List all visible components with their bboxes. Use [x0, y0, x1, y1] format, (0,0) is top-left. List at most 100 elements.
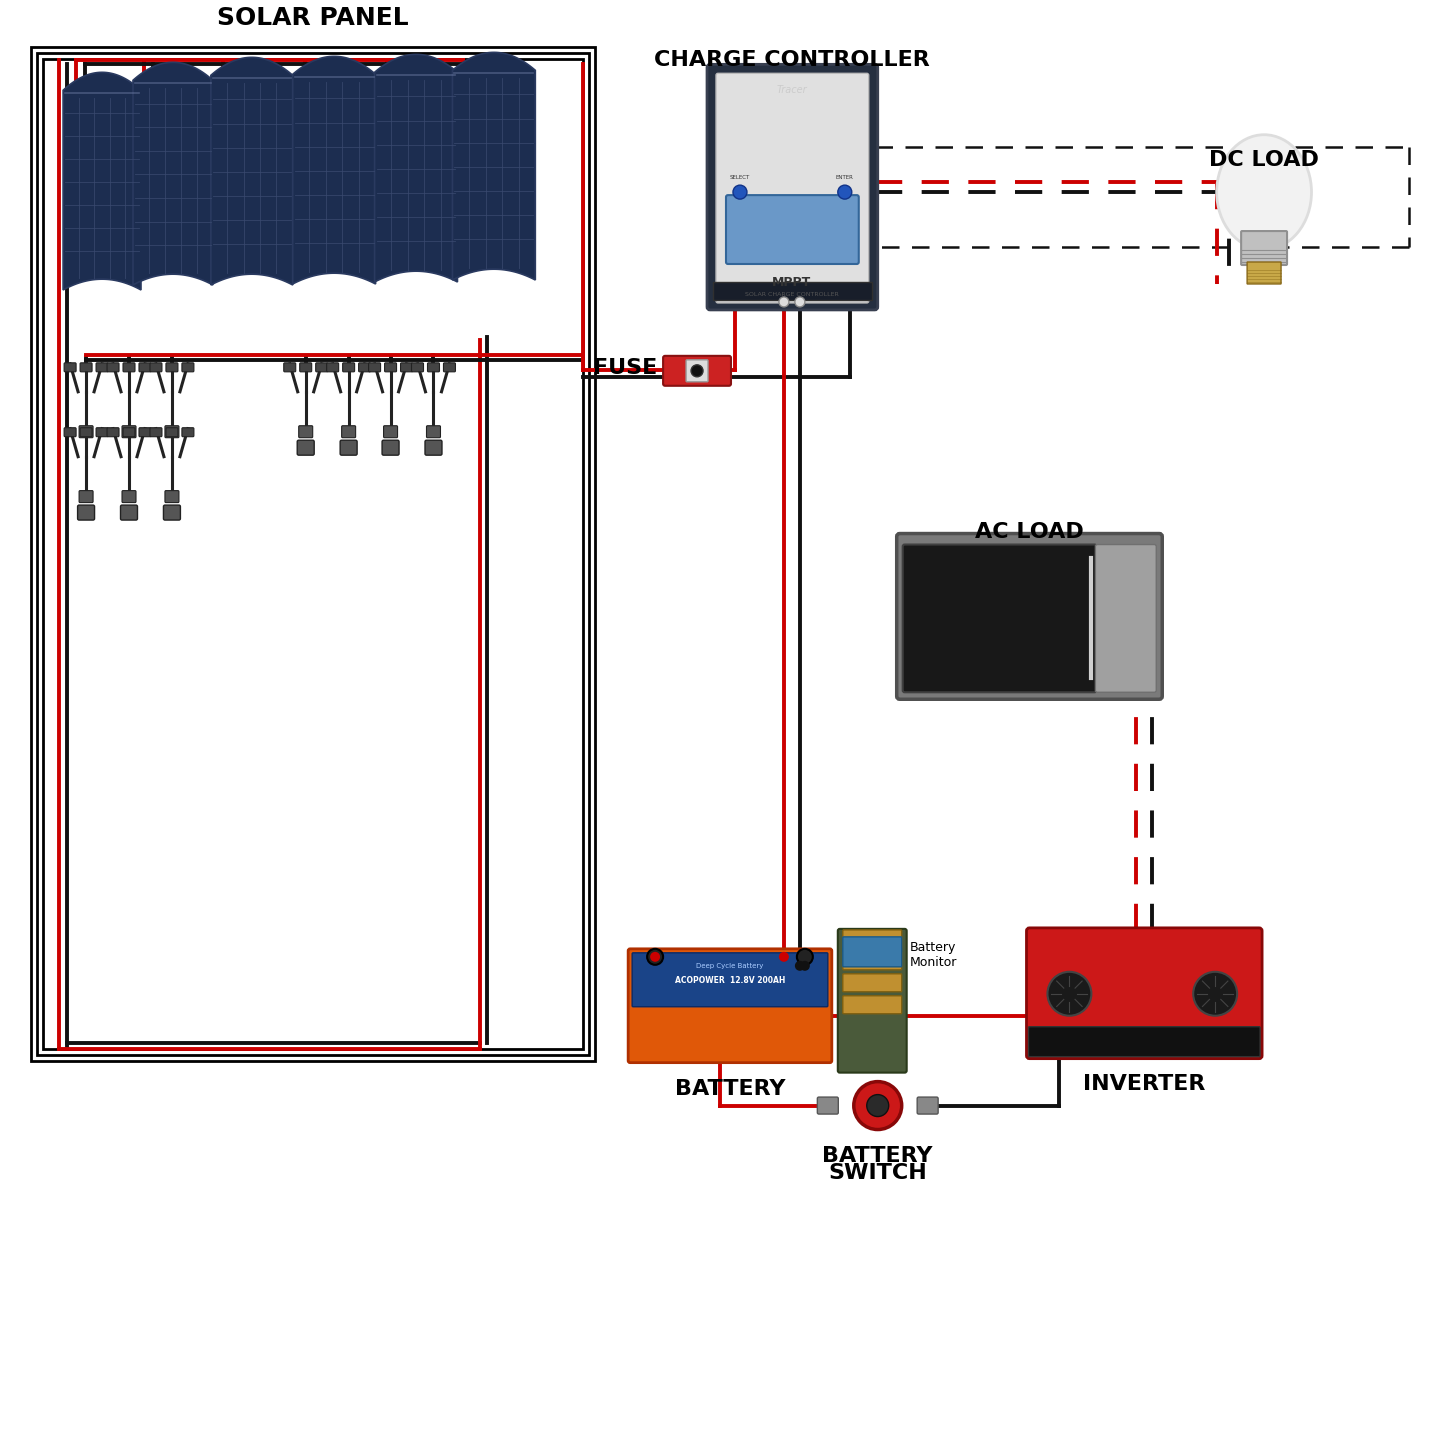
Circle shape [801, 961, 809, 971]
FancyBboxPatch shape [166, 363, 178, 371]
FancyBboxPatch shape [95, 428, 108, 436]
Polygon shape [64, 72, 142, 290]
Text: Tracer: Tracer [776, 85, 808, 95]
Text: SOLAR CHARGE CONTROLLER: SOLAR CHARGE CONTROLLER [746, 292, 838, 296]
FancyBboxPatch shape [139, 428, 150, 436]
Circle shape [796, 949, 814, 965]
FancyBboxPatch shape [123, 363, 134, 371]
FancyBboxPatch shape [818, 1097, 838, 1114]
FancyBboxPatch shape [444, 363, 455, 371]
FancyBboxPatch shape [842, 952, 902, 970]
FancyBboxPatch shape [107, 428, 118, 436]
FancyBboxPatch shape [725, 195, 858, 264]
FancyBboxPatch shape [163, 506, 181, 520]
FancyBboxPatch shape [838, 929, 906, 1072]
Circle shape [733, 185, 747, 199]
FancyBboxPatch shape [400, 363, 412, 371]
FancyBboxPatch shape [918, 1097, 938, 1114]
FancyBboxPatch shape [663, 355, 731, 386]
FancyBboxPatch shape [842, 936, 902, 967]
Circle shape [779, 296, 789, 306]
FancyBboxPatch shape [686, 360, 708, 381]
Text: MPPT: MPPT [772, 276, 812, 289]
FancyBboxPatch shape [842, 931, 902, 948]
FancyBboxPatch shape [121, 491, 136, 503]
FancyBboxPatch shape [1026, 928, 1261, 1059]
Circle shape [1194, 972, 1237, 1016]
FancyBboxPatch shape [298, 441, 314, 455]
Polygon shape [452, 52, 535, 280]
FancyBboxPatch shape [182, 428, 194, 436]
FancyBboxPatch shape [340, 441, 357, 455]
Text: Battery
Monitor: Battery Monitor [910, 941, 957, 968]
FancyBboxPatch shape [107, 363, 118, 371]
FancyBboxPatch shape [707, 65, 877, 309]
FancyBboxPatch shape [381, 441, 399, 455]
FancyBboxPatch shape [368, 363, 380, 371]
Text: ACOPOWER  12.8V 200AH: ACOPOWER 12.8V 200AH [675, 975, 785, 985]
FancyBboxPatch shape [342, 363, 354, 371]
FancyBboxPatch shape [1241, 231, 1287, 264]
FancyBboxPatch shape [341, 426, 355, 438]
Circle shape [1048, 972, 1091, 1016]
FancyBboxPatch shape [283, 363, 296, 371]
FancyBboxPatch shape [166, 428, 178, 436]
FancyBboxPatch shape [78, 506, 94, 520]
Circle shape [650, 952, 660, 962]
Ellipse shape [1217, 134, 1312, 250]
FancyBboxPatch shape [426, 426, 441, 438]
Text: SOLAR PANEL: SOLAR PANEL [217, 6, 409, 30]
Text: Deep Cycle Battery: Deep Cycle Battery [696, 964, 763, 970]
Circle shape [838, 185, 851, 199]
Text: AC LOAD: AC LOAD [975, 522, 1084, 542]
Circle shape [647, 949, 663, 965]
Circle shape [691, 364, 704, 377]
FancyBboxPatch shape [79, 428, 92, 436]
FancyBboxPatch shape [299, 426, 312, 438]
FancyBboxPatch shape [327, 363, 338, 371]
FancyBboxPatch shape [79, 426, 92, 438]
FancyBboxPatch shape [182, 363, 194, 371]
Circle shape [779, 952, 789, 962]
Circle shape [867, 1095, 889, 1117]
FancyBboxPatch shape [121, 426, 136, 438]
FancyBboxPatch shape [315, 363, 328, 371]
Text: BATTERY: BATTERY [822, 1146, 933, 1166]
FancyBboxPatch shape [120, 506, 137, 520]
FancyBboxPatch shape [79, 363, 92, 371]
Polygon shape [211, 58, 293, 285]
Text: INVERTER: INVERTER [1084, 1074, 1205, 1094]
FancyBboxPatch shape [428, 363, 439, 371]
FancyBboxPatch shape [95, 363, 108, 371]
FancyBboxPatch shape [358, 363, 370, 371]
FancyBboxPatch shape [631, 952, 828, 1007]
Circle shape [795, 961, 805, 971]
FancyBboxPatch shape [123, 428, 134, 436]
FancyBboxPatch shape [79, 491, 92, 503]
Text: CHARGE CONTROLLER: CHARGE CONTROLLER [655, 51, 929, 71]
FancyBboxPatch shape [383, 426, 397, 438]
FancyBboxPatch shape [425, 441, 442, 455]
FancyBboxPatch shape [165, 491, 179, 503]
FancyBboxPatch shape [150, 363, 162, 371]
FancyBboxPatch shape [139, 363, 150, 371]
Polygon shape [374, 55, 458, 282]
FancyBboxPatch shape [897, 533, 1162, 699]
Polygon shape [293, 56, 376, 285]
Text: SWITCH: SWITCH [828, 1163, 928, 1183]
FancyBboxPatch shape [412, 363, 423, 371]
FancyBboxPatch shape [299, 363, 312, 371]
FancyBboxPatch shape [384, 363, 396, 371]
FancyBboxPatch shape [1029, 1027, 1260, 1056]
FancyBboxPatch shape [717, 74, 868, 303]
Text: FUSE: FUSE [592, 358, 657, 377]
Text: ENTER: ENTER [835, 175, 854, 181]
FancyBboxPatch shape [150, 428, 162, 436]
FancyBboxPatch shape [842, 974, 902, 991]
Text: BATTERY: BATTERY [675, 1078, 785, 1098]
FancyBboxPatch shape [1095, 545, 1156, 692]
FancyBboxPatch shape [903, 545, 1097, 692]
Polygon shape [133, 62, 212, 285]
FancyBboxPatch shape [64, 428, 77, 436]
Circle shape [854, 1082, 902, 1130]
